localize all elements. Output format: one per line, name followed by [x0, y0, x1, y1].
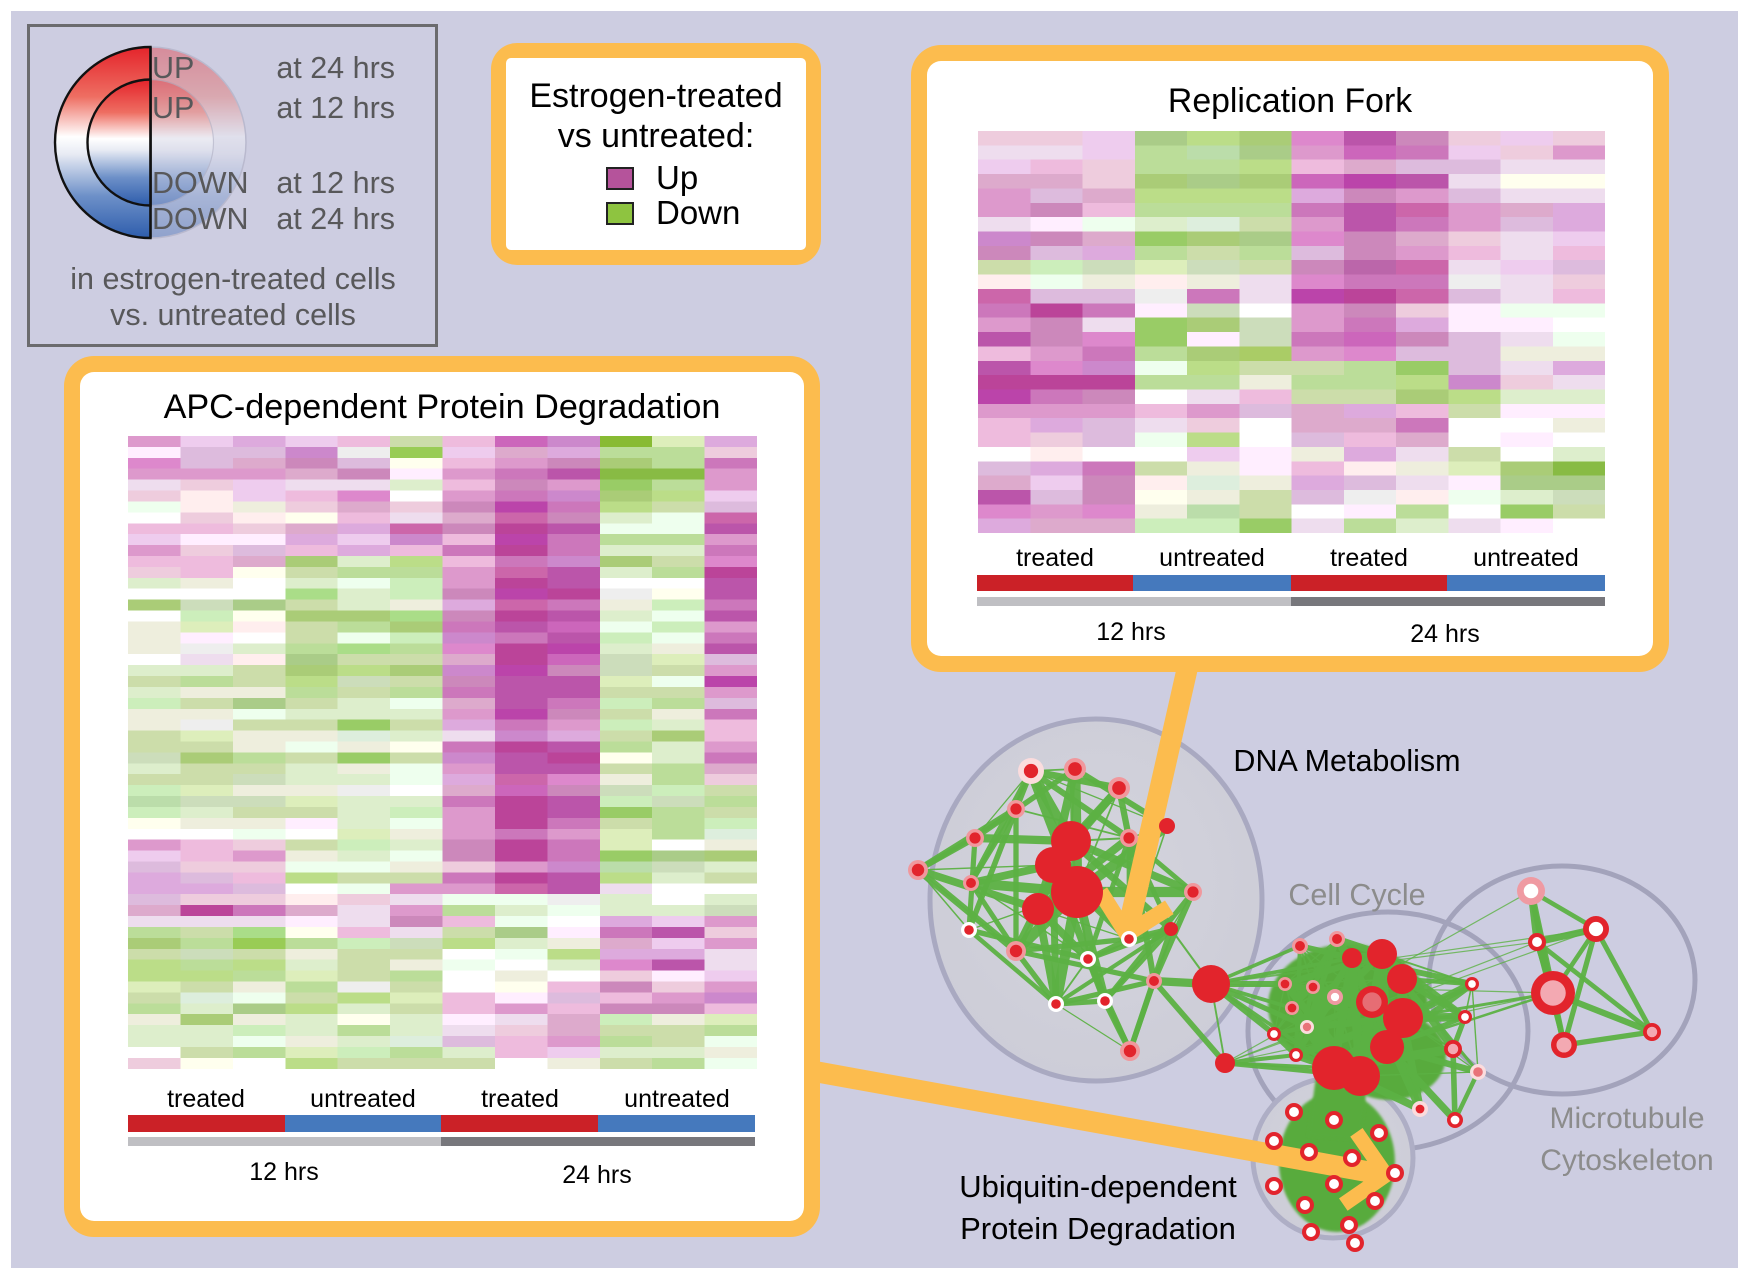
svg-text:vs. untreated cells: vs. untreated cells: [110, 298, 356, 332]
svg-text:UP: UP: [152, 51, 194, 85]
svg-text:at 24 hrs: at 24 hrs: [276, 202, 395, 236]
svg-text:in estrogen-treated cells: in estrogen-treated cells: [70, 262, 396, 296]
svg-text:APC-dependent Protein Degradat: APC-dependent Protein Degradation: [164, 388, 721, 426]
svg-text:Up: Up: [656, 159, 698, 196]
svg-text:24 hrs: 24 hrs: [1410, 620, 1479, 648]
svg-text:untreated: untreated: [1473, 544, 1579, 572]
svg-text:12 hrs: 12 hrs: [1096, 618, 1165, 646]
svg-text:treated: treated: [1330, 544, 1408, 572]
svg-text:untreated: untreated: [624, 1085, 730, 1113]
svg-text:Cell Cycle: Cell Cycle: [1288, 878, 1425, 912]
svg-text:treated: treated: [481, 1085, 559, 1113]
svg-text:Down: Down: [656, 194, 740, 231]
svg-text:vs untreated:: vs untreated:: [558, 117, 755, 155]
svg-text:DNA Metabolism: DNA Metabolism: [1233, 744, 1460, 778]
svg-text:Estrogen-treated: Estrogen-treated: [529, 77, 782, 115]
svg-text:Ubiquitin-dependent: Ubiquitin-dependent: [959, 1169, 1237, 1204]
svg-text:DOWN: DOWN: [152, 166, 249, 200]
svg-text:untreated: untreated: [1159, 544, 1265, 572]
svg-text:UP: UP: [152, 91, 194, 125]
svg-text:Replication Fork: Replication Fork: [1168, 82, 1412, 120]
svg-text:at 12 hrs: at 12 hrs: [276, 91, 395, 125]
svg-text:DOWN: DOWN: [152, 202, 249, 236]
svg-text:Microtubule: Microtubule: [1549, 1102, 1704, 1135]
svg-text:untreated: untreated: [310, 1085, 416, 1113]
svg-text:Cytoskeleton: Cytoskeleton: [1540, 1144, 1713, 1177]
svg-text:treated: treated: [1016, 544, 1094, 572]
svg-text:at 12 hrs: at 12 hrs: [276, 166, 395, 200]
svg-text:Protein Degradation: Protein Degradation: [960, 1211, 1236, 1246]
svg-text:at 24 hrs: at 24 hrs: [276, 51, 395, 85]
svg-text:24 hrs: 24 hrs: [562, 1161, 631, 1189]
svg-text:treated: treated: [167, 1085, 245, 1113]
svg-text:12 hrs: 12 hrs: [249, 1158, 318, 1186]
